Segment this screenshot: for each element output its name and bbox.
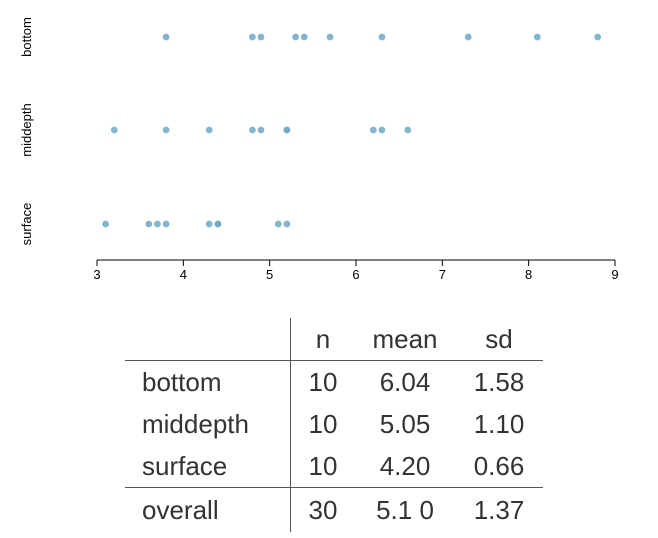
data-point [102, 220, 109, 228]
cell-sd: 1.10 [473, 408, 525, 439]
header-sd: sd [485, 323, 513, 354]
data-point [283, 126, 291, 134]
data-point [257, 126, 265, 134]
x-tick-label: 6 [352, 267, 359, 282]
category-label: surface [19, 203, 34, 246]
cell-n: 30 [290, 487, 355, 532]
table-corner [125, 318, 291, 361]
data-point [214, 220, 222, 228]
data-point [154, 220, 161, 228]
cell-mean: 6.04 [355, 360, 455, 403]
table-header-row: n mean sd [125, 318, 543, 361]
x-tick-label: 8 [525, 267, 532, 282]
cell-mean: 5.1 0 [355, 487, 455, 532]
row-label-overall: overall [125, 487, 291, 532]
category-label: middepth [19, 103, 34, 156]
row-label-middepth: middepth [142, 408, 249, 439]
data-point [326, 33, 334, 41]
table-row: middepth 10 5.05 1.10 [125, 403, 543, 445]
data-point [292, 33, 299, 41]
x-tick-label: 4 [180, 267, 187, 282]
data-point [404, 126, 412, 134]
data-point [145, 220, 153, 228]
x-tick-label: 7 [439, 267, 446, 282]
cell-n: 10 [290, 360, 355, 403]
x-tick-label: 3 [93, 267, 100, 282]
row-label-bottom: bottom [125, 360, 291, 403]
data-point [378, 33, 386, 41]
data-point [110, 126, 118, 134]
cell-sd: 1.58 [455, 360, 543, 403]
data-point [283, 220, 291, 228]
data-point [300, 33, 308, 41]
cell-n: 10 [290, 445, 355, 488]
x-axis: 3 4 5 6 7 8 9 [93, 259, 619, 282]
data-point [594, 33, 602, 41]
points-layer [102, 33, 602, 228]
header-mean: mean [372, 323, 438, 354]
data-point [249, 33, 256, 41]
summary-table: n mean sd bottom 10 6.04 1.58 middepth 1… [125, 318, 543, 532]
data-point [533, 33, 541, 41]
data-point [257, 33, 265, 41]
table-row: surface 10 4.20 0.66 [125, 445, 543, 488]
table-total-row: overall 30 5.1 0 1.37 [125, 487, 543, 532]
cell-sd: 0.66 [473, 450, 525, 481]
data-point [205, 126, 213, 134]
category-label: bottom [19, 17, 34, 57]
data-point [162, 220, 170, 228]
data-point [464, 33, 472, 41]
x-tick-label: 5 [266, 267, 273, 282]
data-point [378, 126, 386, 134]
table-row: bottom 10 6.04 1.58 [125, 360, 543, 403]
data-point [274, 220, 282, 228]
cell-sd: 1.37 [455, 487, 543, 532]
data-point [205, 220, 213, 228]
row-label-surface: surface [142, 450, 228, 481]
data-point [162, 33, 170, 41]
data-point [162, 126, 170, 134]
data-point [369, 126, 377, 134]
category-labels: bottom middepth surface [19, 17, 34, 245]
cell-n: 10 [290, 403, 355, 445]
cell-mean: 4.20 [379, 450, 431, 481]
header-n: n [290, 318, 355, 361]
dot-plot: 3 4 5 6 7 8 9 bottom middepth surface [19, 17, 619, 282]
data-point [249, 126, 256, 134]
cell-mean: 5.05 [379, 408, 431, 439]
x-tick-label: 9 [611, 267, 618, 282]
